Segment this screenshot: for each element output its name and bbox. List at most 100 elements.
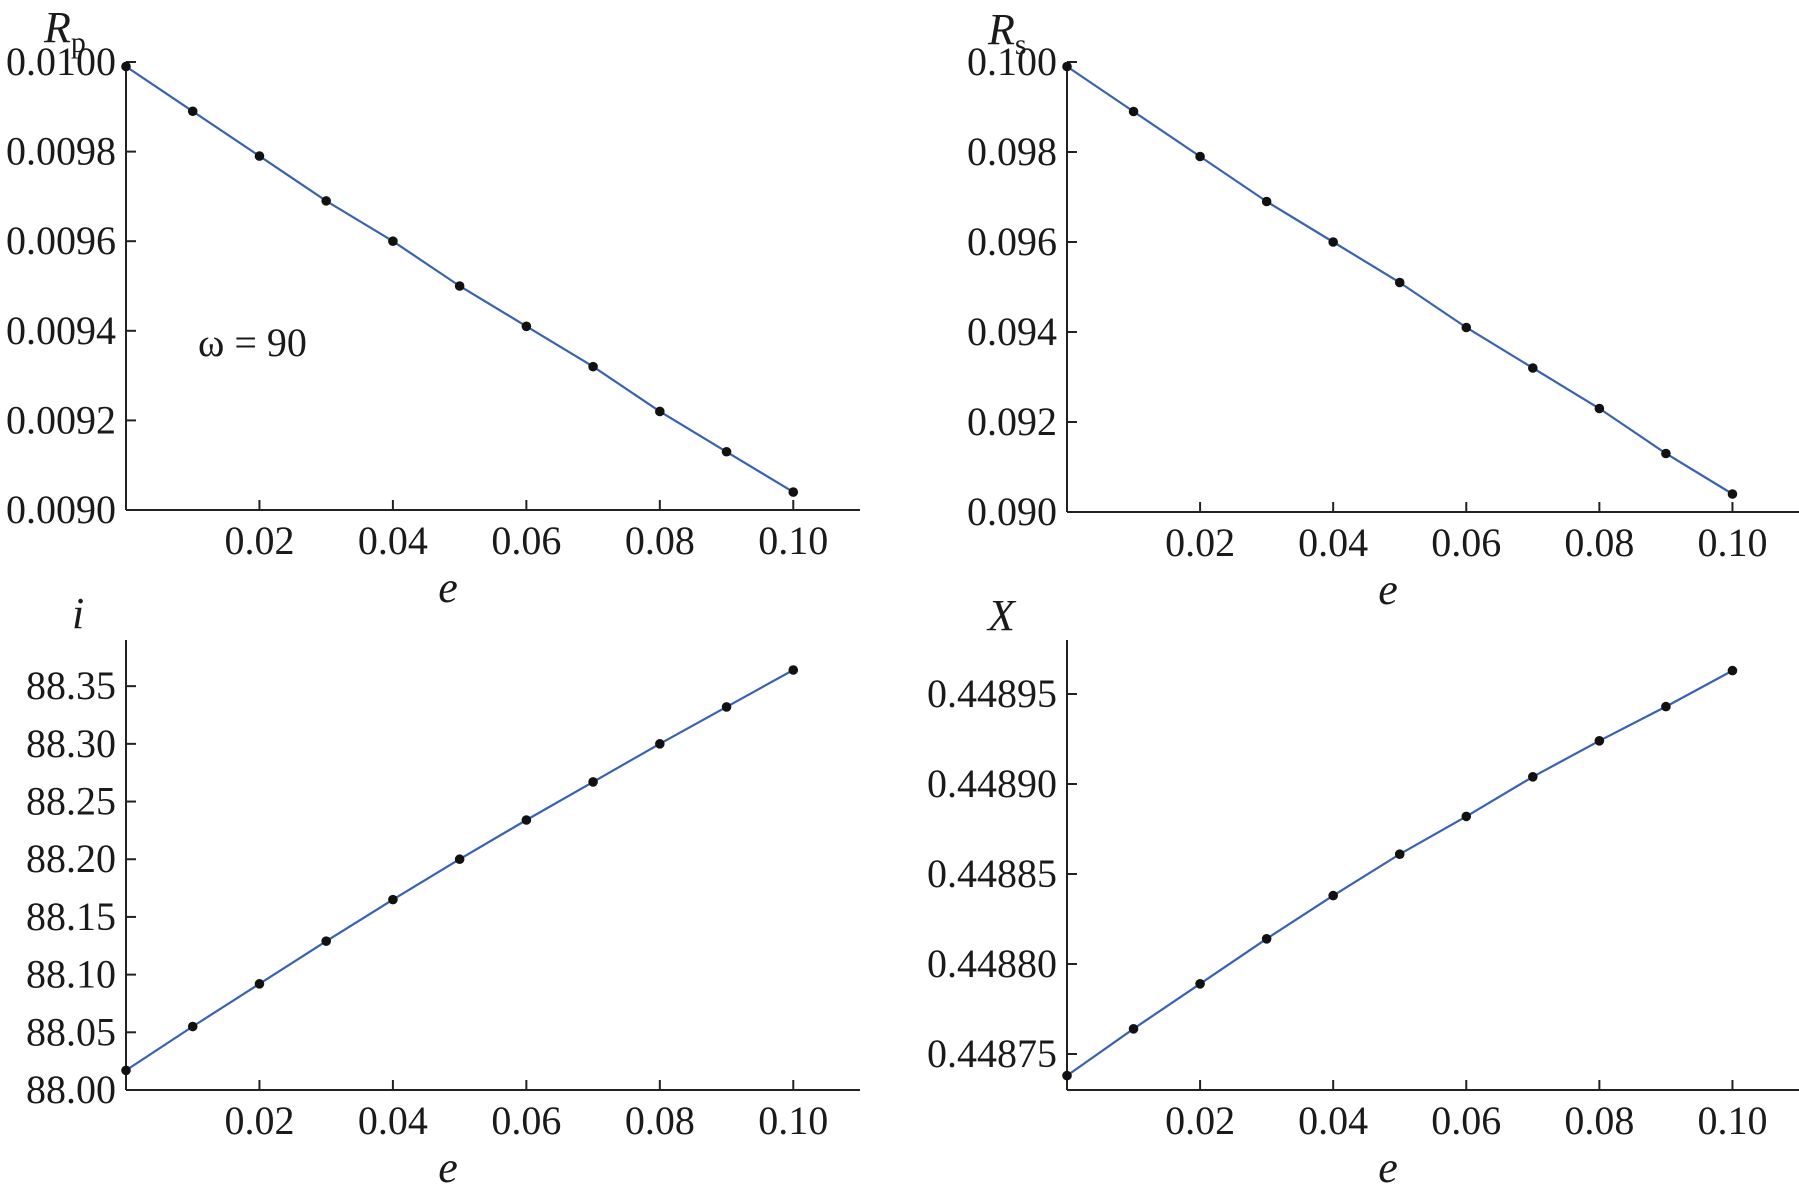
y-tick-label: 0.44895 — [927, 671, 1057, 716]
data-point — [121, 1065, 131, 1076]
data-point — [655, 739, 665, 749]
x-tick-label: 0.02 — [1165, 1098, 1235, 1143]
y-axis-label: Rs — [987, 5, 1027, 61]
y-tick-label: 0.0092 — [6, 397, 116, 442]
y-tick-label: 0.44880 — [927, 941, 1057, 986]
y-axis-label-subscript: p — [71, 26, 86, 59]
chart-panel-3: 0.02 0.04 0.06 0.08 0.10 88.00 88.05 88.10 88.15… — [26, 589, 860, 1184]
chart-panel-4: 0.02 0.04 0.06 0.08 0.10 0.44875 0.44880 0.4488… — [927, 591, 1799, 1184]
x-tick-label: 0.08 — [625, 518, 695, 563]
data-point — [1727, 665, 1738, 676]
y-tick-label: 0.44890 — [927, 761, 1057, 806]
data-point — [788, 487, 799, 497]
data-point — [254, 151, 265, 161]
data-point — [1128, 1024, 1139, 1034]
data-point — [1394, 849, 1405, 859]
data-point — [187, 106, 198, 117]
data-point — [1394, 277, 1405, 288]
data-point — [721, 446, 732, 457]
chart-panel-2: 0.02 0.04 0.06 0.08 0.10 0.090 0.092 0.094 0.096… — [967, 5, 1799, 614]
data-point — [1062, 61, 1072, 72]
data-point — [1594, 736, 1605, 746]
data-point — [521, 321, 532, 332]
x-axis-label: e — [1378, 1143, 1398, 1184]
y-tick-label: 0.0096 — [6, 218, 116, 263]
data-point — [1128, 106, 1139, 117]
data-point — [1594, 403, 1605, 414]
y-tick-label: 0.0100 — [6, 39, 116, 84]
data-point — [1461, 811, 1472, 822]
x-tick-label: 0.10 — [758, 518, 828, 563]
data-point — [588, 777, 598, 787]
x-axis-label: e — [1378, 565, 1398, 614]
x-tick-label: 0.08 — [1564, 1098, 1634, 1143]
data-point — [321, 196, 331, 206]
y-tick-label: 88.30 — [26, 721, 116, 766]
x-tick-label: 0.06 — [1431, 520, 1501, 565]
y-tick-label: 88.20 — [26, 836, 116, 881]
y-axis-label: X — [986, 591, 1017, 640]
data-point — [254, 979, 265, 989]
y-tick-label: 88.35 — [26, 663, 116, 708]
y-tick-label: 88.25 — [26, 779, 116, 824]
x-tick-label: 0.10 — [758, 1098, 828, 1143]
y-tick-label: 0.0094 — [6, 308, 116, 353]
y-tick-label: 0.100 — [967, 39, 1057, 84]
data-point — [655, 406, 665, 417]
x-tick-label: 0.04 — [358, 518, 428, 563]
y-tick-label: 0.094 — [967, 309, 1057, 354]
data-point — [788, 665, 799, 675]
y-tick-label: 0.096 — [967, 219, 1057, 264]
x-tick-label: 0.06 — [491, 518, 561, 563]
y-tick-label: 0.0090 — [6, 487, 116, 532]
y-tick-label: 88.15 — [26, 894, 116, 939]
data-point — [454, 854, 465, 865]
x-tick-label: 0.08 — [1564, 520, 1634, 565]
data-point — [588, 361, 598, 372]
x-tick-label: 0.04 — [1298, 1098, 1368, 1143]
data-point — [1727, 489, 1738, 499]
y-tick-label: 0.44875 — [927, 1031, 1057, 1076]
x-axis-label: e — [438, 1143, 458, 1184]
x-axis-label: e — [438, 563, 458, 612]
data-point — [388, 236, 398, 246]
data-point — [1261, 196, 1272, 207]
x-tick-label: 0.10 — [1697, 1098, 1767, 1143]
x-tick-label: 0.02 — [1165, 520, 1235, 565]
data-point — [1661, 701, 1671, 712]
data-point — [1528, 363, 1538, 373]
x-tick-label: 0.08 — [625, 1098, 695, 1143]
data-point — [1195, 979, 1205, 989]
data-point — [521, 815, 532, 825]
x-tick-label: 0.02 — [224, 518, 294, 563]
chart-panel-1: 0.02 0.04 0.06 0.08 0.10 0.0090 0.0092 0.0094 0.… — [6, 3, 860, 612]
y-tick-label: 0.092 — [967, 399, 1057, 444]
data-point — [1461, 322, 1472, 333]
y-axis-label-subscript: s — [1015, 28, 1027, 61]
series-line — [1066, 669, 1734, 1077]
y-tick-label: 88.05 — [26, 1009, 116, 1054]
panel-annotation: ω = 90 — [198, 320, 307, 365]
data-point — [721, 702, 732, 712]
y-tick-label: 0.090 — [967, 489, 1057, 534]
x-tick-label: 0.10 — [1697, 520, 1767, 565]
data-point — [1062, 1070, 1072, 1081]
y-axis-label: Rp — [43, 3, 86, 59]
y-axis-label: i — [72, 589, 84, 638]
y-tick-label: 0.098 — [967, 129, 1057, 174]
data-point — [454, 281, 465, 291]
x-tick-label: 0.06 — [491, 1098, 561, 1143]
y-tick-label: 0.44885 — [927, 851, 1057, 896]
data-point — [1328, 237, 1338, 247]
y-tick-label: 0.0098 — [6, 129, 116, 174]
series-line — [125, 65, 794, 494]
data-point — [1195, 151, 1205, 162]
data-point — [1661, 448, 1671, 459]
data-point — [1328, 890, 1338, 901]
x-tick-label: 0.04 — [1298, 520, 1368, 565]
x-tick-label: 0.02 — [224, 1098, 294, 1143]
x-tick-label: 0.06 — [1431, 1098, 1501, 1143]
series-line — [125, 669, 794, 1072]
data-point — [321, 936, 331, 946]
